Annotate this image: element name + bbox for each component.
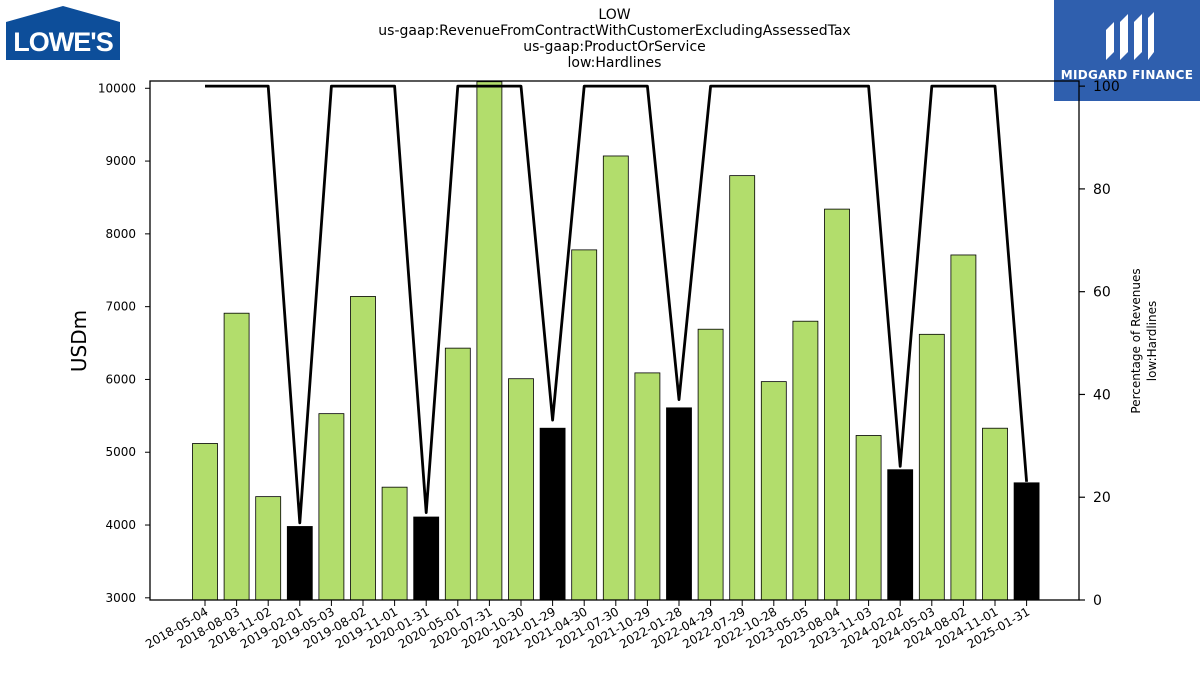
bar-2024-11-01 — [982, 427, 1008, 601]
bar-2019-02-01 — [286, 526, 313, 601]
chart-title-line-4: low:Hardlines — [567, 55, 662, 71]
bars-group — [192, 81, 1040, 601]
right-y-tick-label: 80 — [1093, 182, 1111, 198]
bar-2023-08-04 — [824, 208, 850, 601]
midgard-finance-text: MIDGARD FINANCE — [1060, 68, 1194, 82]
right-y-tick-label: 0 — [1093, 593, 1102, 609]
bar-2023-11-03 — [855, 435, 882, 601]
midgard-finance-logo: MIDGARD FINANCE — [1054, 0, 1200, 101]
bar-2022-01-28 — [666, 407, 692, 601]
y-tick-label: 7000 — [105, 300, 136, 314]
chart-title-line-2: us-gaap:RevenueFromContractWithCustomerE… — [378, 23, 851, 39]
svg-text:LOWE'S: LOWE'S — [13, 27, 112, 57]
right-y-tick-label: 60 — [1093, 285, 1111, 301]
right-y-axis-label-line-1: Percentage of Revenues — [1129, 268, 1143, 413]
bar-2025-01-31 — [1013, 482, 1040, 601]
bar-2021-04-30 — [571, 249, 598, 601]
bar-2022-04-29 — [697, 328, 724, 601]
bar-2020-01-31 — [413, 516, 440, 601]
bar-2024-05-03 — [918, 333, 945, 601]
bar-2019-08-02 — [350, 296, 376, 601]
y-tick-label: 3000 — [105, 591, 136, 605]
y-tick-label: 4000 — [105, 518, 136, 532]
x-axis: 2018-05-042018-08-032018-11-022019-02-01… — [143, 600, 1032, 651]
percentage-line — [205, 84, 1028, 525]
bar-2021-01-29 — [539, 427, 566, 601]
bar-2020-05-01 — [444, 347, 471, 601]
bar-2018-05-04 — [192, 443, 218, 601]
bar-2020-10-30 — [508, 378, 534, 601]
bar-2022-07-29 — [729, 175, 756, 601]
bar-2024-08-02 — [950, 254, 977, 601]
left-y-axis: 3000 4000 5000 6000 7000 8000 9000 10000 — [98, 81, 150, 605]
y-tick-label: 5000 — [105, 445, 136, 459]
bar-2020-07-31 — [476, 81, 503, 601]
bar-2024-02-02 — [887, 469, 914, 601]
bar-2019-05-03 — [318, 413, 345, 601]
y-tick-label: 8000 — [105, 227, 136, 241]
y-tick-label: 6000 — [105, 372, 136, 386]
bar-2022-10-28 — [760, 381, 787, 601]
right-y-axis-label-line-2: low:Hardlines — [1145, 301, 1159, 382]
right-y-tick-label: 40 — [1093, 387, 1111, 403]
bar-2018-11-02 — [255, 496, 282, 601]
bar-2018-08-03 — [223, 312, 250, 601]
y-tick-label: 10000 — [98, 81, 136, 95]
chart-title-line-3: us-gaap:ProductOrService — [523, 39, 706, 55]
right-y-tick-label: 100 — [1093, 79, 1120, 95]
right-y-tick-label: 20 — [1093, 490, 1111, 506]
bar-2019-11-01 — [381, 486, 408, 601]
plot-frame — [149, 80, 1080, 601]
chart-title-line-1: LOW — [598, 7, 631, 23]
bar-2021-10-29 — [634, 372, 661, 601]
bar-2021-07-30 — [602, 155, 629, 601]
right-y-axis: 0 20 40 60 80 100 — [1079, 79, 1120, 609]
y-tick-label: 9000 — [105, 154, 136, 168]
bar-2023-05-05 — [792, 320, 819, 601]
y-axis-label: USDm — [67, 310, 91, 372]
lowes-logo: LOWE'S — [6, 6, 120, 60]
